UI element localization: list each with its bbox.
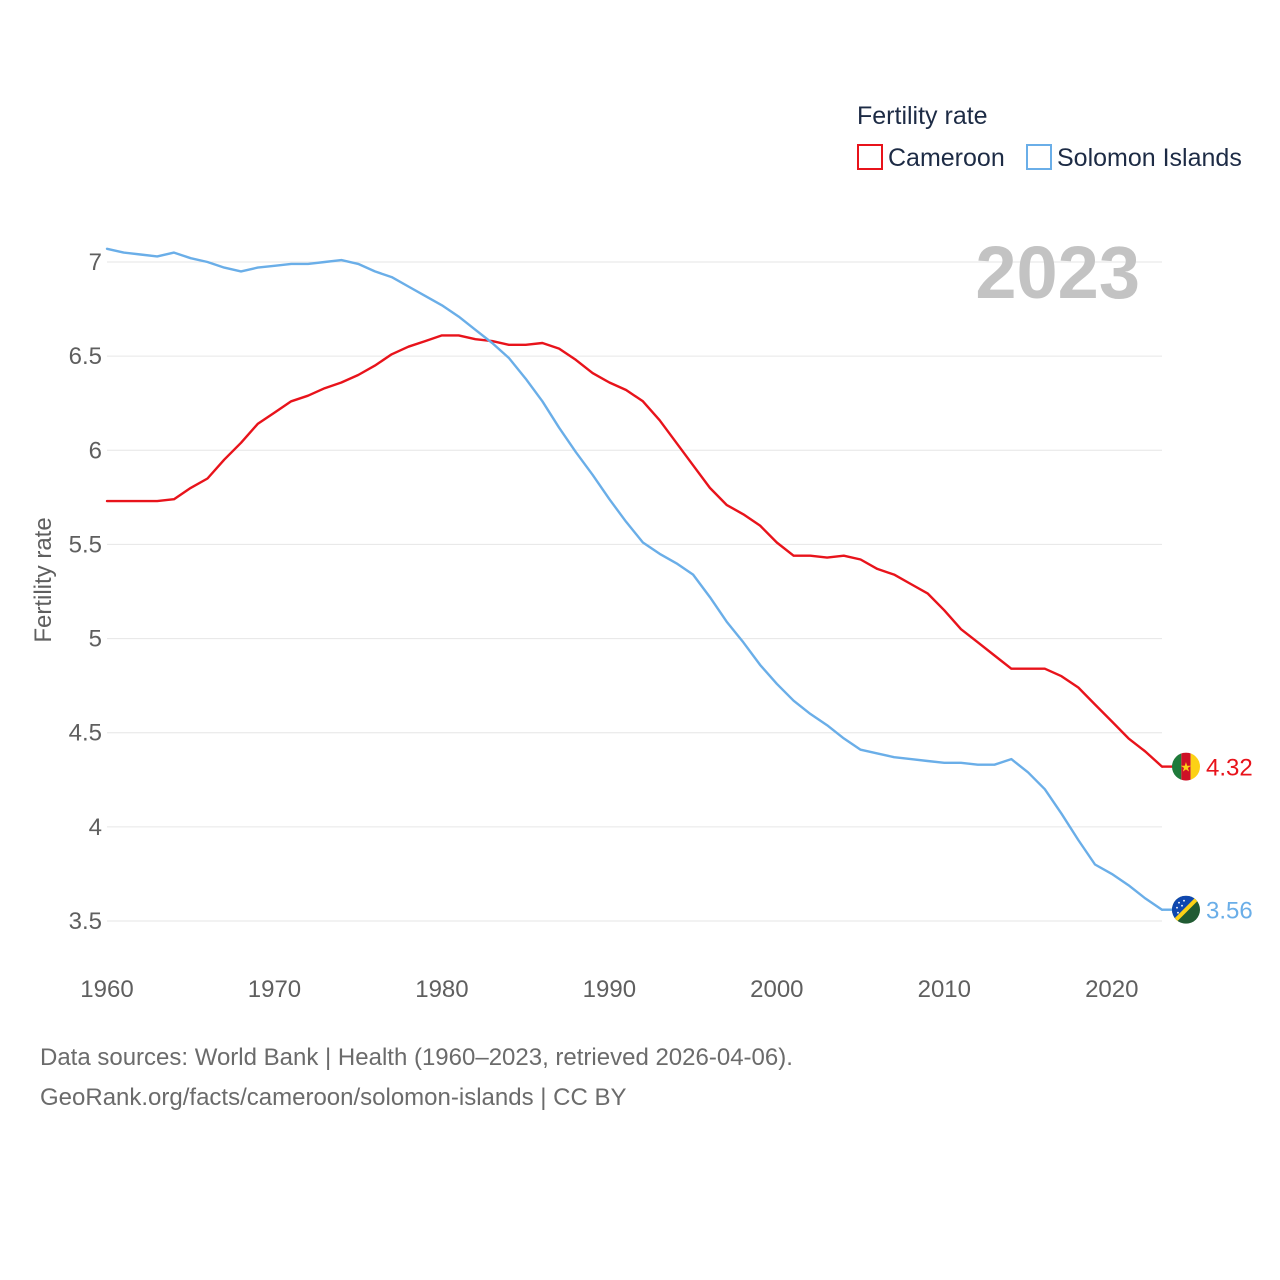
solomon-islands-flag [1172,895,1200,924]
x-tick-label: 1980 [415,976,468,1003]
legend-label-solomon-islands: Solomon Islands [1057,144,1242,172]
legend-swatch-solomon-islands [1026,144,1052,170]
y-tick-label: 6.5 [69,343,102,370]
svg-text:★: ★ [1180,761,1192,776]
cameroon-flag: ★ [1172,752,1200,781]
end-value-label-solomon-islands: 3.56 [1206,898,1253,925]
series-end-markers: ★ 4.32 3.56 [1162,752,1253,925]
x-tick-label: 1990 [583,976,636,1003]
y-tick-label: 4.5 [69,720,102,747]
x-tick-label: 2000 [750,976,803,1003]
y-tick-label: 7 [89,249,102,276]
legend-title: Fertility rate [857,102,988,130]
legend-swatch-cameroon [857,144,883,170]
y-tick-label: 3.5 [69,908,102,935]
legend-label-cameroon: Cameroon [888,144,1005,172]
legend-item-cameroon[interactable]: Cameroon [857,144,1005,172]
attribution-link[interactable]: GeoRank.org/facts/cameroon/solomon-islan… [40,1084,627,1111]
x-tick-label: 1960 [80,976,133,1003]
x-tick-label: 1970 [248,976,301,1003]
series-lines [105,247,1164,911]
y-tick-label: 5 [89,626,102,653]
end-value-label-cameroon: 4.32 [1206,755,1253,782]
series-line-cameroon[interactable] [105,334,1164,768]
series-line-solomon-islands[interactable] [105,247,1164,911]
y-tick-label: 6 [89,437,102,464]
y-tick-label: 5.5 [69,531,102,558]
legend: Fertility rate Cameroon Solomon Islands [857,102,1242,172]
x-axis-ticks: 1960 1970 1980 1990 2000 2010 2020 [80,976,1138,1003]
x-tick-label: 2020 [1085,976,1138,1003]
y-tick-label: 4 [89,814,102,841]
y-axis-title: Fertility rate [30,517,57,642]
legend-item-solomon-islands[interactable]: Solomon Islands [1026,144,1242,172]
y-axis-ticks: 3.5 4 4.5 5 5.5 6 6.5 7 [69,249,102,935]
gridlines [107,261,1162,922]
current-year-label: 2023 [975,231,1140,314]
x-tick-label: 2010 [918,976,971,1003]
data-sources-note: Data sources: World Bank | Health (1960–… [40,1044,793,1071]
